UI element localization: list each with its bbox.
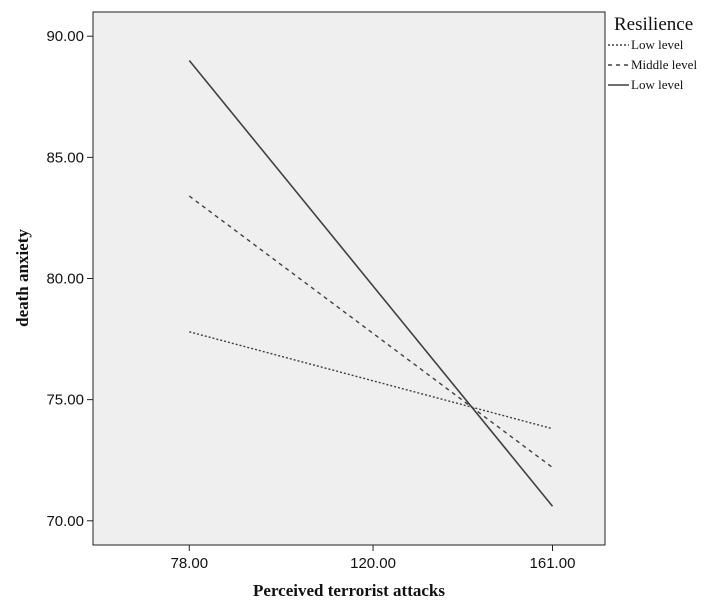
x-axis-title: Perceived terrorist attacks	[253, 581, 445, 600]
y-tick-label: 70.00	[46, 513, 84, 530]
y-tick-label: 75.00	[46, 392, 84, 409]
legend-label: Low level	[631, 77, 684, 92]
y-axis-ticks: 70.00 75.00 80.00 85.00 90.00	[46, 28, 93, 530]
x-tick-label: 120.00	[350, 555, 396, 572]
legend: Resilience Low level Middle level Low leve…	[608, 14, 697, 92]
y-tick-label: 90.00	[46, 28, 84, 45]
series-line-solid	[188, 59, 554, 507]
x-tick-label: 161.00	[530, 555, 576, 572]
legend-label: Middle level	[631, 57, 697, 72]
y-tick-label: 85.00	[46, 149, 84, 166]
plot-area	[92, 11, 606, 546]
x-axis-ticks: 78.00 120.00 161.00	[171, 545, 576, 572]
x-tick-label: 78.00	[171, 555, 209, 572]
series-line-dotted	[189, 331, 553, 430]
series-line-dashed	[188, 195, 553, 469]
legend-title: Resilience	[614, 14, 693, 35]
y-tick-label: 80.00	[46, 271, 84, 288]
y-axis-title: death anxiety	[13, 229, 32, 327]
series-lines	[188, 59, 554, 507]
legend-label: Low level	[631, 37, 684, 52]
